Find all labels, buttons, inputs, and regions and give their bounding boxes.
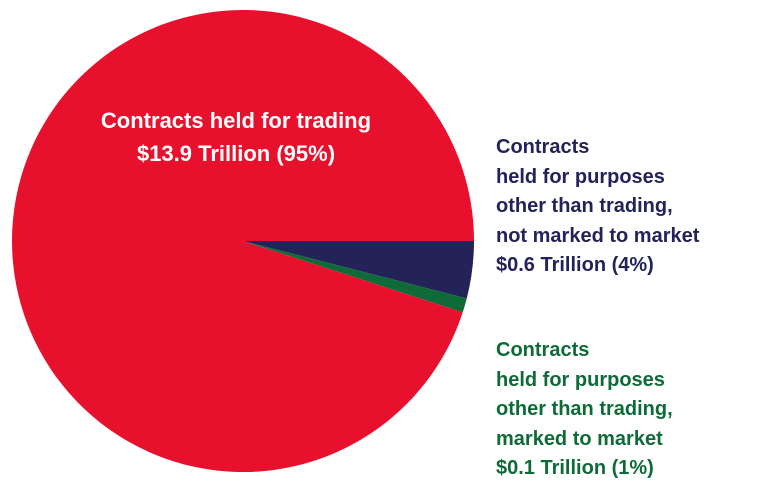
label-not-marked: Contracts held for purposes other than t… [496,133,699,281]
label-trading-line-2: held for trading [209,108,372,133]
label-marked-line-3: other than trading, [496,398,673,420]
label-marked-line-5: $0.1 Trillion (1%) [496,457,654,479]
pie-slice-trading [12,9,474,472]
pie-slice-marked [243,241,467,313]
label-trading-line-3: $13.9 Trillion (95%) [136,141,336,166]
label-trading-line-1: Contracts [100,108,204,133]
label-not-marked-line-3: other than trading, [496,195,673,217]
label-marked-line-1: Contracts [496,339,590,361]
label-marked: Contracts held for purposes other than t… [496,336,673,484]
label-not-marked-line-5: $0.6 Trillion (4%) [496,254,654,276]
pie-slice-not-marked [243,241,474,299]
label-not-marked-line-4: not marked to market [496,224,700,247]
label-marked-line-4: marked to market [496,427,663,450]
label-not-marked-line-2: held for purposes [496,165,665,188]
label-trading: Contracts held for trading $13.9 Trillio… [86,104,386,170]
label-not-marked-line-1: Contracts [496,136,590,158]
label-marked-line-2: held for purposes [496,368,665,391]
